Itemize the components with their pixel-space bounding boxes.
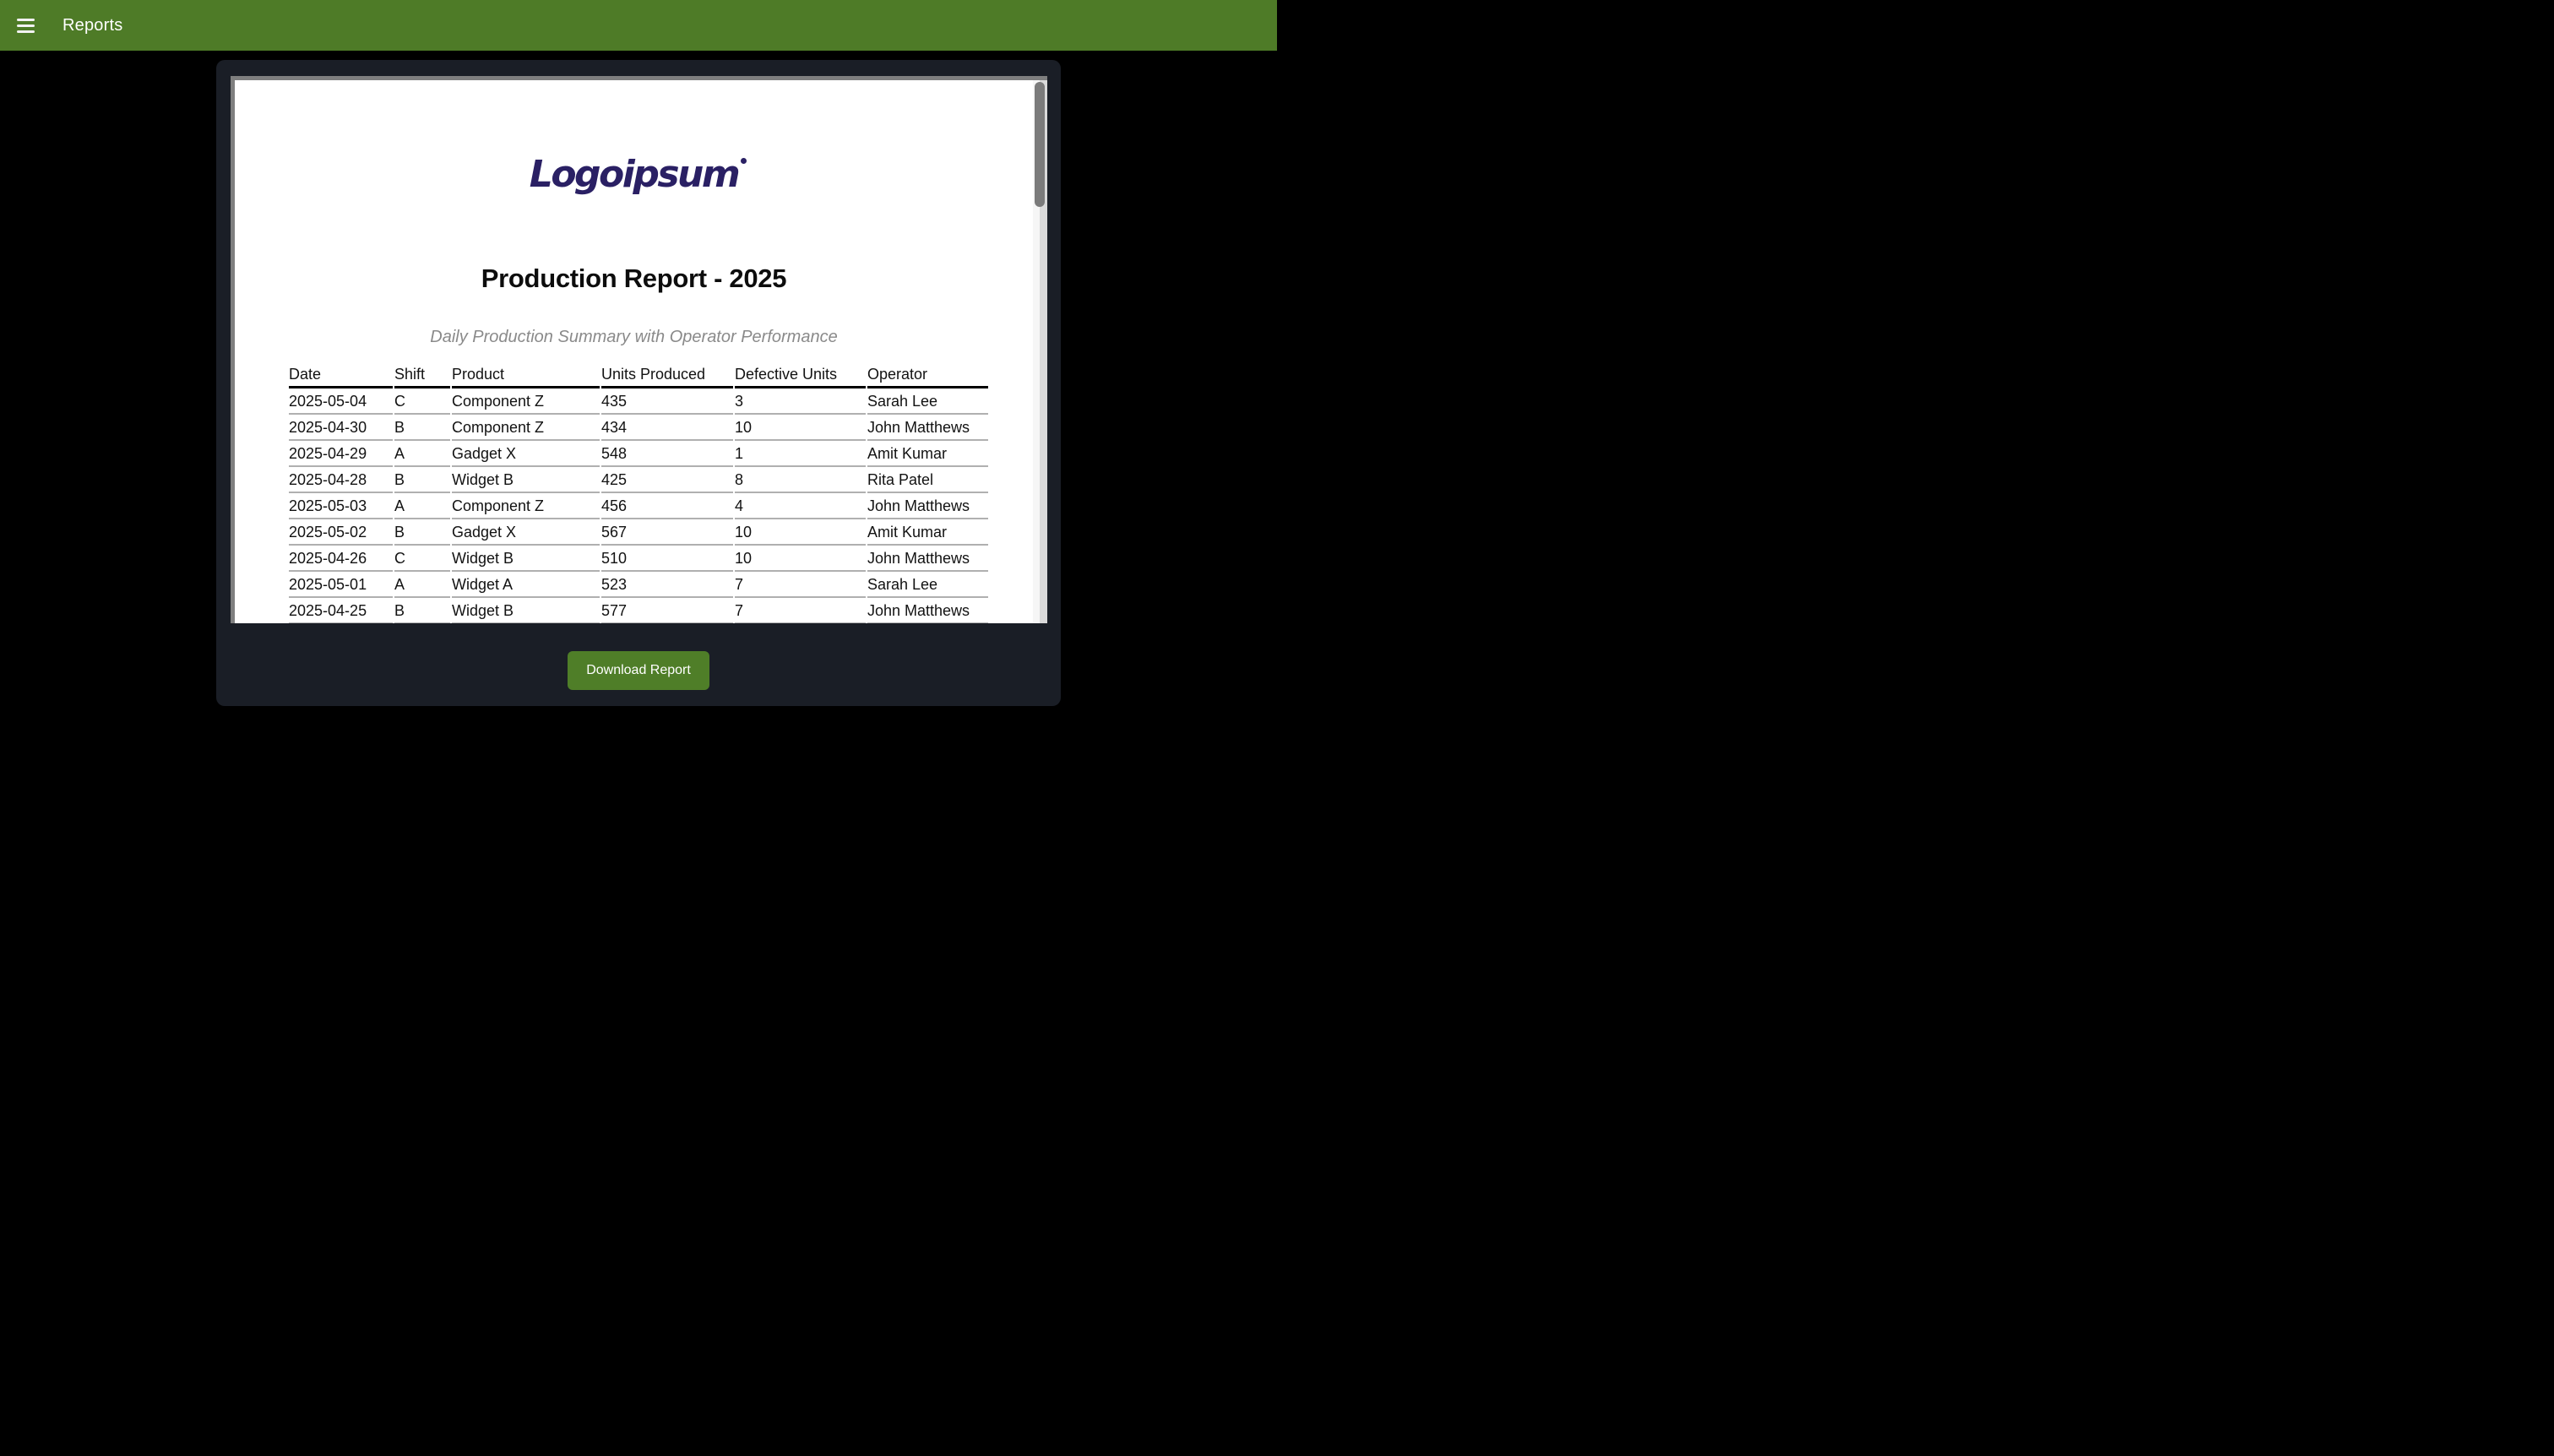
viewer-scrollbar-thumb[interactable]	[1035, 82, 1045, 207]
pdf-viewer: Logoipsum Production Report - 2025 Daily…	[231, 76, 1047, 623]
cell-product: Widget B	[452, 467, 600, 493]
cell-product: Gadget X	[452, 519, 600, 546]
cell-units-produced: 510	[601, 546, 733, 572]
cell-date: 2025-05-02	[289, 519, 393, 546]
cell-units-produced: 548	[601, 441, 733, 467]
cell-shift: B	[394, 598, 450, 623]
cell-operator: Sarah Lee	[867, 572, 988, 598]
table-row: 2025-04-25 B Widget B 577 7 John Matthew…	[289, 598, 988, 623]
cell-defective-units: 10	[735, 415, 866, 441]
cell-defective-units: 10	[735, 546, 866, 572]
cell-units-produced: 523	[601, 572, 733, 598]
column-header-operator: Operator	[867, 361, 988, 388]
cell-units-produced: 577	[601, 598, 733, 623]
download-report-button[interactable]: Download Report	[568, 651, 709, 690]
cell-shift: A	[394, 493, 450, 519]
table-row: 2025-04-30 B Component Z 434 10 John Mat…	[289, 415, 988, 441]
report-title: Production Report - 2025	[481, 263, 787, 293]
cell-shift: C	[394, 388, 450, 415]
table-row: 2025-05-03 A Component Z 456 4 John Matt…	[289, 493, 988, 519]
column-header-date: Date	[289, 361, 393, 388]
cell-units-produced: 435	[601, 388, 733, 415]
table-row: 2025-04-26 C Widget B 510 10 John Matthe…	[289, 546, 988, 572]
cell-shift: B	[394, 415, 450, 441]
cell-shift: B	[394, 519, 450, 546]
cell-date: 2025-04-25	[289, 598, 393, 623]
table-row: 2025-05-01 A Widget A 523 7 Sarah Lee	[289, 572, 988, 598]
column-header-shift: Shift	[394, 361, 450, 388]
hamburger-bar	[16, 18, 35, 21]
column-header-product: Product	[452, 361, 600, 388]
report-subtitle: Daily Production Summary with Operator P…	[430, 328, 838, 346]
hamburger-menu-icon[interactable]	[7, 7, 44, 44]
page-title: Reports	[62, 15, 123, 35]
cell-operator: John Matthews	[867, 493, 988, 519]
logo-text: Logoipsum	[529, 153, 741, 196]
cell-defective-units: 7	[735, 572, 866, 598]
table-row: 2025-04-28 B Widget B 425 8 Rita Patel	[289, 467, 988, 493]
cell-units-produced: 425	[601, 467, 733, 493]
table-header-row: Date Shift Product Units Produced Defect…	[289, 361, 988, 388]
logo-dot	[741, 158, 747, 164]
cell-units-produced: 434	[601, 415, 733, 441]
cell-operator: Sarah Lee	[867, 388, 988, 415]
cell-defective-units: 1	[735, 441, 866, 467]
viewer-scrollbar-track[interactable]	[1033, 80, 1047, 623]
cell-operator: Rita Patel	[867, 467, 988, 493]
cell-shift: B	[394, 467, 450, 493]
cell-date: 2025-05-01	[289, 572, 393, 598]
cell-operator: John Matthews	[867, 415, 988, 441]
cell-units-produced: 456	[601, 493, 733, 519]
cell-operator: Amit Kumar	[867, 441, 988, 467]
production-table: Date Shift Product Units Produced Defect…	[287, 361, 990, 623]
cell-units-produced: 567	[601, 519, 733, 546]
cell-date: 2025-05-03	[289, 493, 393, 519]
cell-shift: C	[394, 546, 450, 572]
cell-operator: John Matthews	[867, 546, 988, 572]
cell-defective-units: 4	[735, 493, 866, 519]
cell-operator: John Matthews	[867, 598, 988, 623]
cell-date: 2025-04-29	[289, 441, 393, 467]
hamburger-bar	[16, 24, 35, 27]
cell-defective-units: 3	[735, 388, 866, 415]
table-row: 2025-05-04 C Component Z 435 3 Sarah Lee	[289, 388, 988, 415]
cell-operator: Amit Kumar	[867, 519, 988, 546]
report-modal: Logoipsum Production Report - 2025 Daily…	[216, 60, 1061, 706]
cell-date: 2025-04-26	[289, 546, 393, 572]
cell-product: Widget B	[452, 546, 600, 572]
cell-product: Widget A	[452, 572, 600, 598]
column-header-defective-units: Defective Units	[735, 361, 866, 388]
cell-date: 2025-04-28	[289, 467, 393, 493]
cell-product: Widget B	[452, 598, 600, 623]
cell-defective-units: 10	[735, 519, 866, 546]
cell-product: Component Z	[452, 388, 600, 415]
document-page: Logoipsum Production Report - 2025 Daily…	[235, 80, 1033, 623]
cell-shift: A	[394, 441, 450, 467]
cell-product: Component Z	[452, 493, 600, 519]
cell-date: 2025-05-04	[289, 388, 393, 415]
top-app-bar: Reports	[0, 0, 1277, 51]
cell-defective-units: 8	[735, 467, 866, 493]
table-row: 2025-05-02 B Gadget X 567 10 Amit Kumar	[289, 519, 988, 546]
cell-date: 2025-04-30	[289, 415, 393, 441]
app-root: { "topbar": { "title": "Reports", "menu_…	[0, 0, 1277, 728]
cell-shift: A	[394, 572, 450, 598]
hamburger-bar	[16, 30, 35, 33]
cell-product: Component Z	[452, 415, 600, 441]
cell-defective-units: 7	[735, 598, 866, 623]
logoipsum-logo: Logoipsum	[529, 153, 747, 196]
table-row: 2025-04-29 A Gadget X 548 1 Amit Kumar	[289, 441, 988, 467]
column-header-units-produced: Units Produced	[601, 361, 733, 388]
cell-product: Gadget X	[452, 441, 600, 467]
